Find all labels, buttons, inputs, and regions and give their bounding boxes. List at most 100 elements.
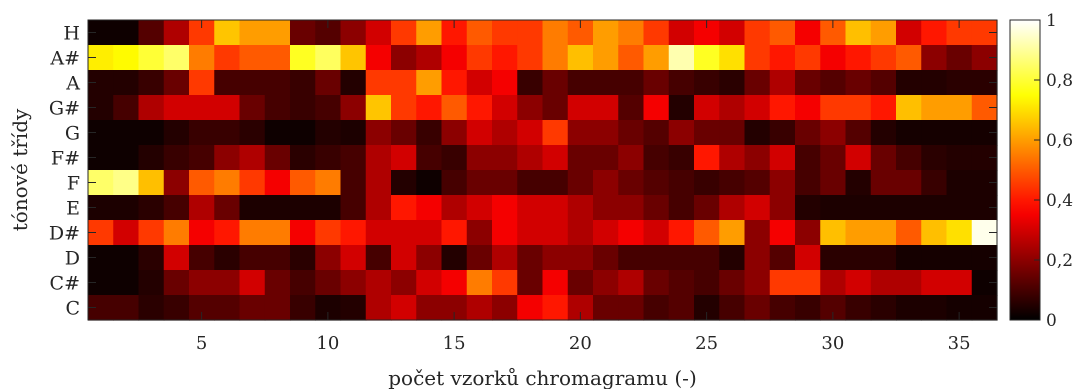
heatmap-cell [618, 220, 645, 246]
heatmap-cell [694, 220, 720, 246]
heatmap-cell [921, 120, 948, 146]
y-tick-label: G# [49, 98, 80, 120]
heatmap-cell [795, 295, 821, 321]
y-tick-label: A [65, 73, 80, 95]
plot-frame [87, 19, 998, 321]
heatmap-cell [214, 245, 241, 271]
heatmap-cell [820, 95, 847, 121]
heatmap-cell [870, 245, 897, 271]
heatmap-cell [492, 120, 518, 146]
heatmap-cell [921, 170, 948, 196]
heatmap-cell [315, 270, 342, 296]
heatmap-cell [441, 270, 468, 296]
heatmap-cell [845, 170, 872, 196]
heatmap-cell [593, 220, 619, 246]
heatmap-cell [416, 195, 443, 221]
y-axis-ticks: H A# A G# G F# FE D# D C# C [49, 23, 997, 320]
heatmap-cell [946, 245, 973, 271]
colorbar-tick-label: 0,2 [1046, 251, 1073, 271]
heatmap-cell [719, 120, 746, 146]
colorbar-ticks: 0 0,2 0,4 0,6 0,8 1 [1034, 11, 1073, 331]
heatmap-cell [795, 170, 821, 196]
heatmap-cell [744, 195, 771, 221]
heatmap-cell [896, 245, 922, 271]
heatmap-cell [466, 20, 493, 46]
heatmap-cell [542, 195, 569, 221]
heatmap-cell [189, 220, 215, 246]
heatmap-cell [567, 120, 594, 146]
heatmap-cell [795, 195, 821, 221]
heatmap-cell [618, 270, 645, 296]
heatmap-cell [163, 245, 190, 271]
heatmap-cell [643, 95, 670, 121]
heatmap-cell [593, 70, 619, 96]
heatmap-cell [593, 95, 619, 121]
heatmap-cell [593, 45, 619, 71]
heatmap-cell [138, 20, 165, 46]
heatmap-cell [896, 195, 922, 221]
heatmap-cell [769, 195, 796, 221]
colorbar-tick-label: 0,6 [1046, 131, 1073, 151]
x-tick-label: 25 [695, 333, 718, 354]
heatmap-cell [542, 220, 569, 246]
heatmap-cell [214, 220, 241, 246]
heatmap-cell [820, 195, 847, 221]
x-tick-label: 5 [196, 333, 207, 354]
heatmap-cell [643, 220, 670, 246]
heatmap-cell [391, 20, 417, 46]
heatmap-cell [795, 120, 821, 146]
heatmap-cell [365, 245, 392, 271]
heatmap-cell [719, 20, 746, 46]
heatmap-cell [163, 145, 190, 171]
heatmap-cell [946, 70, 973, 96]
colorbar-tick-label: 1 [1046, 11, 1057, 31]
heatmap-cell [290, 195, 316, 221]
heatmap-cell [618, 245, 645, 271]
heatmap-cell [391, 70, 417, 96]
heatmap-cell [264, 95, 291, 121]
heatmap-cell [113, 220, 140, 246]
heatmap-cell [769, 70, 796, 96]
heatmap-cell [416, 45, 443, 71]
heatmap-cell [946, 220, 973, 246]
heatmap-cell [138, 195, 165, 221]
heatmap-cell [466, 195, 493, 221]
heatmap-cell [239, 245, 266, 271]
heatmap-cell [921, 245, 948, 271]
heatmap-cell [820, 245, 847, 271]
y-tick-label: D# [49, 223, 80, 245]
heatmap-cell [870, 95, 897, 121]
heatmap-cell [694, 245, 720, 271]
heatmap-cell [921, 295, 948, 321]
heatmap-cell [921, 145, 948, 171]
heatmap-cell [870, 170, 897, 196]
heatmap-cell [113, 95, 140, 121]
heatmap-cell [517, 245, 544, 271]
heatmap-cell [365, 95, 392, 121]
heatmap-cell [391, 45, 417, 71]
heatmap-cell [517, 45, 544, 71]
x-axis-ticks: 5 10 15 20 25 30 35 [196, 20, 971, 354]
heatmap-cell [618, 195, 645, 221]
heatmap-cell [416, 170, 443, 196]
heatmap-cell [896, 70, 922, 96]
heatmap-cell [719, 245, 746, 271]
heatmap-cell [441, 220, 468, 246]
heatmap-cell [113, 70, 140, 96]
heatmap-cell [466, 220, 493, 246]
heatmap-cell [315, 70, 342, 96]
heatmap-cell [416, 220, 443, 246]
heatmap-cell [315, 145, 342, 171]
heatmap-cell [719, 145, 746, 171]
heatmap-cell [744, 70, 771, 96]
heatmap-cell [845, 120, 872, 146]
heatmap-cell [744, 120, 771, 146]
heatmap-cell [567, 45, 594, 71]
heatmap-cell [365, 270, 392, 296]
heatmap-cell [163, 20, 190, 46]
heatmap-cell [290, 45, 316, 71]
heatmap-cell [896, 145, 922, 171]
heatmap-cell [441, 70, 468, 96]
heatmap-cell [391, 270, 417, 296]
heatmap-cell [845, 145, 872, 171]
